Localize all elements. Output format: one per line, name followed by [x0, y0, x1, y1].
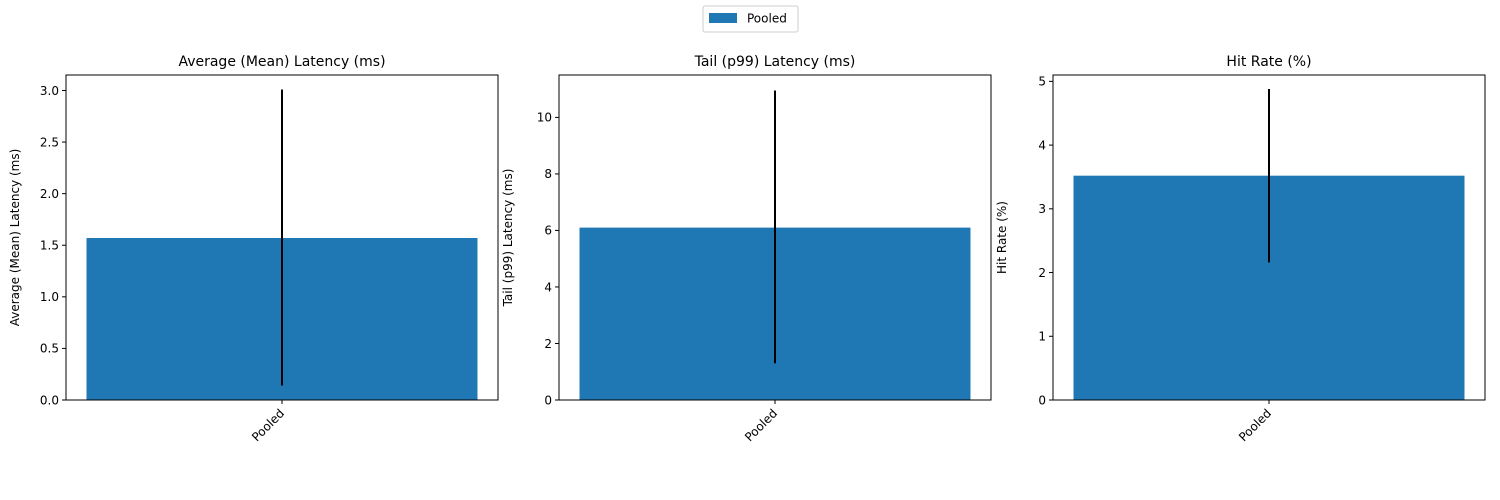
y-tick-label: 2.5 — [40, 135, 59, 149]
chart-panel-2: Tail (p99) Latency (ms) 0 2 4 6 8 10 Pooled Tail… — [501, 54, 992, 444]
y-tick-label: 4 — [544, 280, 552, 294]
legend-swatch — [709, 13, 737, 23]
chart-panel-1: Average (Mean) Latency (ms) 0.0 0.5 1.0 1.5 2… — [8, 54, 499, 444]
x-tick-label: Pooled — [249, 406, 287, 444]
y-tick-label: 0 — [1038, 393, 1046, 407]
y-tick-label: 2 — [544, 337, 552, 351]
y-tick-label: 1 — [1038, 330, 1046, 344]
legend: Pooled — [702, 5, 799, 33]
y-axis-label: Average (Mean) Latency (ms) — [8, 149, 22, 327]
legend-label: Pooled — [747, 12, 787, 26]
legend-frame — [702, 5, 799, 33]
y-tick-label: 0.0 — [40, 393, 59, 407]
y-tick-label: 4 — [1038, 138, 1046, 152]
x-tick-label: Pooled — [1236, 406, 1274, 444]
y-tick-label: 0.5 — [40, 342, 59, 356]
y-tick-label: 3.0 — [40, 84, 59, 98]
x-tick-label: Pooled — [742, 406, 780, 444]
y-tick-label: 6 — [544, 224, 552, 238]
y-tick-label: 3 — [1038, 202, 1046, 216]
chart-panel-3: Hit Rate (%) 0 1 2 3 4 5 Pooled Hit Rate (%) — [995, 54, 1486, 444]
chart-title: Hit Rate (%) — [1226, 54, 1311, 70]
y-axis-label: Tail (p99) Latency (ms) — [501, 169, 515, 308]
y-tick-label: 10 — [537, 111, 552, 125]
chart-title: Average (Mean) Latency (ms) — [178, 54, 385, 70]
y-tick-label: 2.0 — [40, 187, 59, 201]
y-tick-label: 1.5 — [40, 239, 59, 253]
y-tick-label: 0 — [544, 393, 552, 407]
y-tick-label: 2 — [1038, 266, 1046, 280]
y-tick-label: 1.0 — [40, 290, 59, 304]
y-tick-label: 5 — [1038, 75, 1046, 89]
y-axis-label: Hit Rate (%) — [995, 201, 1009, 274]
chart-title: Tail (p99) Latency (ms) — [694, 54, 856, 70]
y-tick-label: 8 — [544, 167, 552, 181]
